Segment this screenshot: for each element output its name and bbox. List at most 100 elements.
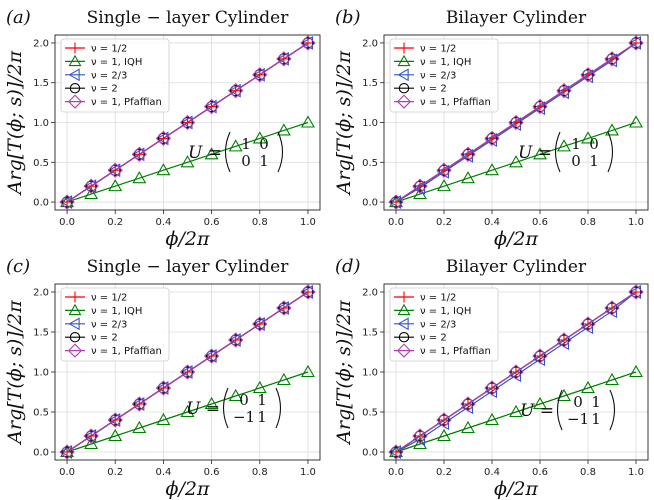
legend-entry: ν = 2 [91, 84, 118, 95]
data-point [484, 380, 500, 396]
data-point [486, 132, 498, 145]
x-tick-label: 0.0 [388, 217, 404, 228]
data-point [156, 163, 171, 176]
data-point [228, 388, 243, 402]
data-point [606, 302, 618, 314]
x-axis-label: ϕ/2π [494, 228, 538, 250]
data-point [628, 285, 642, 299]
data-point [582, 69, 594, 81]
y-tick-label: 2.0 [33, 288, 49, 299]
legend-entry: ν = 1, IQH [420, 306, 471, 317]
data-point [228, 83, 244, 99]
legend-entry: ν = 2/3 [91, 319, 127, 330]
data-point [300, 36, 314, 50]
data-point [276, 51, 292, 67]
matrix-cell: 1 [591, 410, 601, 428]
matrix-cell: 0 [589, 135, 599, 153]
data-point [388, 195, 402, 209]
y-axis-label: Arg[T(ϕ; s)]/2π [333, 300, 355, 446]
data-point [414, 430, 426, 442]
data-point [109, 414, 121, 426]
data-point [580, 316, 596, 332]
matrix-cell: 0 [573, 393, 583, 411]
data-point [390, 196, 402, 208]
legend-marker [69, 331, 81, 343]
panel-label: (c) [6, 256, 30, 277]
legend-marker [396, 94, 412, 109]
data-point [629, 364, 643, 378]
matrix-paren-left [556, 389, 563, 431]
data-point [85, 430, 97, 442]
y-tick-label: 0.5 [33, 408, 49, 419]
legend-marker [398, 82, 410, 94]
data-point [412, 178, 428, 194]
series-markers-4 [390, 286, 642, 458]
data-point [132, 147, 145, 162]
data-point [252, 67, 268, 83]
data-point [509, 404, 523, 418]
data-point [437, 179, 451, 192]
data-point [132, 171, 147, 184]
series-markers-4 [390, 37, 642, 208]
legend-entry: ν = 1/2 [91, 293, 127, 304]
x-tick-label: 1.0 [628, 467, 644, 478]
legend-marker [68, 54, 82, 67]
panel-title: Single − layer Cylinder [87, 257, 290, 277]
x-tick-label: 1.0 [628, 217, 644, 228]
y-tick-label: 1.5 [362, 78, 378, 89]
matrix-annotation: U = 1 00 1 [518, 131, 614, 173]
data-point [462, 148, 474, 160]
legend-entry: ν = 2 [420, 333, 447, 344]
y-tick-label: 0.5 [33, 158, 49, 169]
panel-title: Bilayer Cylinder [446, 8, 587, 28]
data-point [438, 164, 450, 176]
plot-frame [383, 34, 649, 211]
data-point [228, 83, 241, 98]
data-point [557, 139, 571, 152]
matrix-paren-left [554, 131, 561, 173]
legend-entry: ν = 2/3 [91, 70, 127, 81]
data-point [461, 171, 475, 184]
legend-entry: ν = 1, IQH [420, 57, 471, 68]
data-point [108, 163, 121, 178]
data-point [628, 35, 644, 51]
data-point [228, 333, 241, 347]
x-tick-label: 0.4 [155, 467, 171, 478]
plot-frame [54, 283, 321, 461]
data-point [59, 195, 73, 209]
data-point [204, 349, 217, 363]
legend-entry: ν = 1/2 [91, 44, 127, 55]
legend-entry: ν = 2/3 [420, 70, 456, 81]
data-point [460, 146, 476, 162]
data-point [156, 412, 171, 426]
x-tick-label: 0.2 [436, 217, 452, 228]
data-point [157, 132, 170, 145]
data-point [534, 100, 546, 113]
series-markers-4 [61, 286, 314, 458]
series-markers-2 [60, 115, 315, 208]
data-point [59, 194, 75, 210]
matrix-prefix: U = [520, 401, 554, 421]
data-point [156, 381, 169, 395]
data-point [133, 148, 145, 160]
data-point [60, 194, 74, 208]
matrix-cell: 1 [571, 135, 581, 153]
matrix-cell: 0 [571, 152, 581, 170]
data-point [276, 51, 289, 66]
data-point [604, 300, 620, 316]
y-axis-label: Arg[T(ϕ; s)]/2π [4, 300, 26, 446]
data-point [301, 364, 315, 378]
series-markers-5 [59, 35, 316, 210]
data-point [534, 350, 546, 362]
panel-label: (a) [6, 7, 31, 28]
legend-entry: ν = 1, IQH [91, 306, 142, 317]
series-markers-5 [388, 35, 644, 210]
data-point [389, 444, 403, 458]
legend-marker [68, 68, 80, 82]
data-point [437, 428, 451, 442]
data-point [228, 332, 244, 348]
data-point [630, 286, 642, 298]
x-tick-label: 0.6 [204, 467, 220, 478]
legend-box [60, 287, 170, 362]
data-point [630, 37, 642, 49]
